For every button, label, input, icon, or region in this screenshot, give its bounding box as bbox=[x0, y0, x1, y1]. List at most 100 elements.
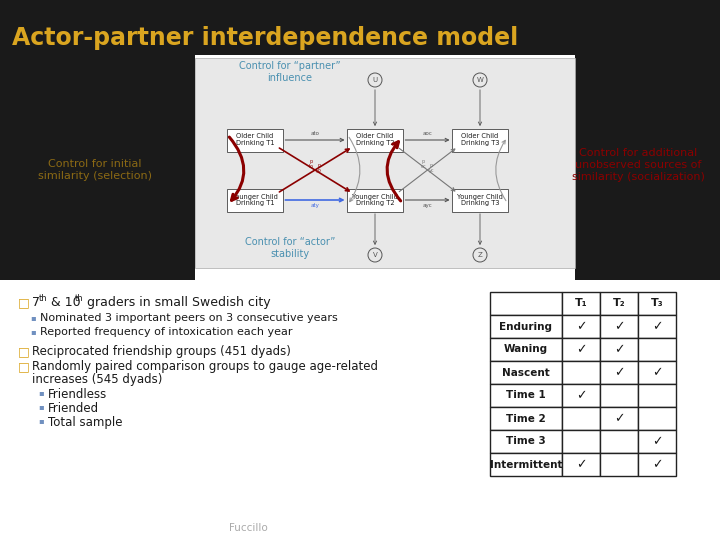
Text: Younger Child
Drinking T1: Younger Child Drinking T1 bbox=[232, 193, 278, 206]
Bar bbox=[490, 430, 562, 453]
Bar bbox=[490, 453, 562, 476]
Text: ✓: ✓ bbox=[576, 343, 586, 356]
Bar bbox=[638, 453, 676, 476]
Text: p
to: p to bbox=[308, 159, 313, 169]
Text: Enduring: Enduring bbox=[500, 321, 552, 332]
Text: ✓: ✓ bbox=[613, 320, 624, 333]
Bar bbox=[562, 292, 600, 315]
FancyArrowPatch shape bbox=[496, 140, 506, 201]
Text: T₂: T₂ bbox=[613, 299, 625, 308]
FancyBboxPatch shape bbox=[227, 188, 283, 212]
Text: Younger Child
Drinking T3: Younger Child Drinking T3 bbox=[457, 193, 503, 206]
Text: ▪: ▪ bbox=[30, 327, 35, 336]
Text: th: th bbox=[39, 294, 48, 303]
Text: Control for additional
unobserved sources of
similarity (socialization): Control for additional unobserved source… bbox=[572, 148, 704, 181]
Bar bbox=[490, 292, 562, 315]
Text: ✓: ✓ bbox=[576, 458, 586, 471]
Bar bbox=[490, 315, 562, 338]
Bar bbox=[562, 407, 600, 430]
FancyArrowPatch shape bbox=[230, 137, 244, 200]
Text: Older Child
Drinking T2: Older Child Drinking T2 bbox=[356, 133, 395, 146]
Bar bbox=[600, 292, 638, 315]
Bar bbox=[0, 285, 720, 540]
Text: ✓: ✓ bbox=[652, 435, 662, 448]
FancyBboxPatch shape bbox=[347, 129, 403, 152]
Text: ▪: ▪ bbox=[30, 313, 35, 322]
Bar bbox=[600, 384, 638, 407]
Text: ✓: ✓ bbox=[613, 343, 624, 356]
Bar bbox=[600, 315, 638, 338]
Text: Nascent: Nascent bbox=[502, 368, 550, 377]
Text: Total sample: Total sample bbox=[48, 416, 122, 429]
Bar bbox=[600, 430, 638, 453]
FancyArrowPatch shape bbox=[387, 141, 400, 201]
Text: Intermittent: Intermittent bbox=[490, 460, 562, 469]
Text: Time 1: Time 1 bbox=[506, 390, 546, 401]
Text: Nominated 3 important peers on 3 consecutive years: Nominated 3 important peers on 3 consecu… bbox=[40, 313, 338, 323]
Text: p
oc: p oc bbox=[420, 159, 426, 169]
Text: th: th bbox=[75, 294, 84, 303]
FancyArrowPatch shape bbox=[349, 137, 360, 201]
Bar bbox=[562, 315, 600, 338]
Text: ✓: ✓ bbox=[652, 458, 662, 471]
Bar bbox=[638, 292, 676, 315]
Text: ▪: ▪ bbox=[38, 388, 44, 397]
FancyBboxPatch shape bbox=[227, 129, 283, 152]
Bar bbox=[562, 430, 600, 453]
Text: Control for initial
similarity (selection): Control for initial similarity (selectio… bbox=[38, 159, 152, 181]
Text: □: □ bbox=[18, 360, 30, 373]
Text: Older Child
Drinking T1: Older Child Drinking T1 bbox=[235, 133, 274, 146]
Bar bbox=[638, 407, 676, 430]
Text: W: W bbox=[477, 77, 483, 83]
Text: Younger Child
Drinking T2: Younger Child Drinking T2 bbox=[352, 193, 398, 206]
Text: ✓: ✓ bbox=[576, 389, 586, 402]
Bar bbox=[600, 361, 638, 384]
Bar bbox=[490, 384, 562, 407]
Text: ✓: ✓ bbox=[652, 366, 662, 379]
Text: Older Child
Drinking T3: Older Child Drinking T3 bbox=[461, 133, 499, 146]
Text: 7: 7 bbox=[32, 296, 40, 309]
Text: Randomly paired comparison groups to gauge age-related: Randomly paired comparison groups to gau… bbox=[32, 360, 378, 373]
Text: ✓: ✓ bbox=[613, 412, 624, 425]
Text: ✓: ✓ bbox=[652, 320, 662, 333]
Bar bbox=[490, 361, 562, 384]
Text: ayc: ayc bbox=[423, 203, 433, 208]
Text: V: V bbox=[373, 252, 377, 258]
Text: Control for “partner”
influence: Control for “partner” influence bbox=[239, 61, 341, 83]
Bar bbox=[0, 0, 720, 55]
Text: T₃: T₃ bbox=[651, 299, 663, 308]
Bar bbox=[638, 315, 676, 338]
Text: p
yc: p yc bbox=[428, 164, 434, 173]
Text: □: □ bbox=[18, 345, 30, 358]
Text: Z: Z bbox=[477, 252, 482, 258]
Bar bbox=[562, 453, 600, 476]
Text: Friendless: Friendless bbox=[48, 388, 107, 401]
Bar bbox=[600, 338, 638, 361]
Text: Control for “actor”
stability: Control for “actor” stability bbox=[245, 237, 336, 259]
Text: p
yo: p yo bbox=[316, 164, 322, 173]
Text: Time 2: Time 2 bbox=[506, 414, 546, 423]
Bar bbox=[638, 361, 676, 384]
Bar bbox=[575, 55, 720, 280]
Text: Actor-partner interdependence model: Actor-partner interdependence model bbox=[12, 26, 518, 50]
Text: ✓: ✓ bbox=[613, 366, 624, 379]
Bar bbox=[490, 338, 562, 361]
Bar bbox=[600, 407, 638, 430]
Bar bbox=[195, 58, 575, 268]
Bar bbox=[490, 407, 562, 430]
Text: & 10: & 10 bbox=[47, 296, 81, 309]
Text: U: U bbox=[372, 77, 377, 83]
Text: Reciprocated friendship groups (451 dyads): Reciprocated friendship groups (451 dyad… bbox=[32, 345, 291, 358]
Text: ✓: ✓ bbox=[576, 320, 586, 333]
Bar bbox=[638, 384, 676, 407]
Bar bbox=[600, 453, 638, 476]
Text: ato: ato bbox=[310, 131, 320, 136]
Text: increases (545 dyads): increases (545 dyads) bbox=[32, 373, 163, 386]
Bar bbox=[562, 384, 600, 407]
Bar bbox=[562, 338, 600, 361]
Text: □: □ bbox=[18, 296, 30, 309]
Text: Fuccillo: Fuccillo bbox=[229, 523, 267, 533]
Text: graders in small Swedish city: graders in small Swedish city bbox=[83, 296, 271, 309]
Text: Waning: Waning bbox=[504, 345, 548, 354]
Text: aty: aty bbox=[310, 203, 320, 208]
